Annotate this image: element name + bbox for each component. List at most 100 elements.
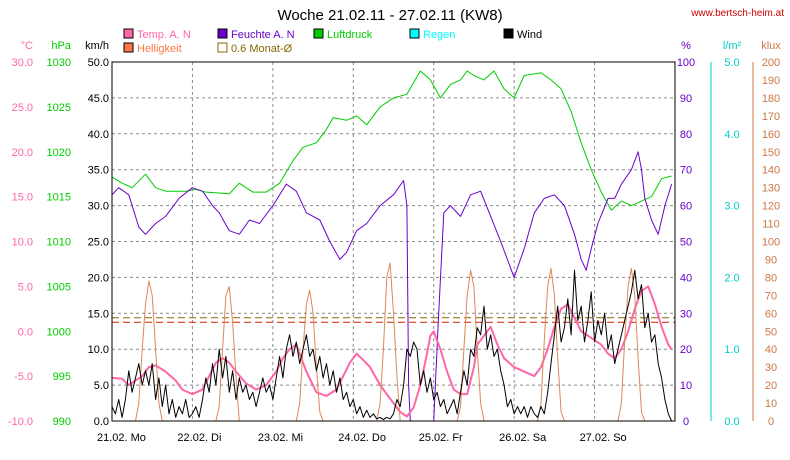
legend-label: 0.6 Monat-Ø [231,43,293,55]
axis-tick-light: 30 [765,362,777,374]
axis-tick-light: 100 [762,237,780,249]
axis-tick-wind: 45.0 [88,93,109,105]
legend-label: Regen [423,29,455,41]
axis-tick-hpa: 1010 [47,237,71,249]
axis-tick-hum: 70 [680,165,692,177]
legend-swatch [313,28,324,39]
axis-tick-rain: 5.0 [724,57,739,69]
series-temperature [111,285,673,418]
axis-tick-hum: 50 [680,237,692,249]
axis-tick-wind: 25.0 [88,237,109,249]
legend-swatch [409,28,420,39]
axis-tick-wind: 35.0 [88,165,109,177]
x-tick-label: 22.02. Di [177,432,221,444]
legend-label: Luftdruck [327,29,373,41]
axis-tick-hpa: 1005 [47,281,71,293]
axis-tick-temp: 10.0 [12,237,33,249]
axis-tick-light: 180 [762,93,780,105]
axis-tick-temp: -5.0 [14,371,33,383]
x-tick-label: 23.02. Mi [258,432,303,444]
axis-unit-hum: % [681,40,691,52]
source-label: www.bertsch-heim.at [690,8,784,19]
chart-title: Woche 21.02.11 - 27.02.11 (KW8) [277,7,502,24]
axis-unit-rain: l/m² [723,40,742,52]
axis-tick-temp: 25.0 [12,102,33,114]
axis-tick-light: 150 [762,147,780,159]
axis-tick-light: 160 [762,129,780,141]
axis-tick-light: 70 [765,290,777,302]
axis-tick-hpa: 990 [53,416,71,428]
axis-tick-hum: 60 [680,201,692,213]
axis-tick-light: 200 [762,57,780,69]
axis-tick-wind: 15.0 [88,308,109,320]
axis-tick-temp: 5.0 [18,281,33,293]
axis-tick-temp: 30.0 [12,57,33,69]
axis-tick-wind: 0.0 [94,416,109,428]
axis-tick-light: 60 [765,308,777,320]
left-axes: °C -10.0 -5.0 0.0 5.0 10.0 15.0 20.0 25.0 30.0 hPa… [8,40,109,428]
axis-tick-hum: 80 [680,129,692,141]
x-axis-labels: 21.02. Mo 22.02. Di 23.02. Mi 24.02. Do 25.0… [97,432,627,444]
axis-tick-hpa: 995 [53,371,71,383]
legend-swatch [123,28,134,39]
axis-tick-light: 90 [765,254,777,266]
right-axes: %0102030405060708090100l/m²0.01.02.03.04… [677,40,781,428]
axis-tick-rain: 2.0 [724,272,739,284]
plot-grid [112,62,675,421]
axis-tick-wind: 5.0 [94,380,109,392]
axis-tick-light: 130 [762,183,780,195]
axis-tick-temp: 20.0 [12,147,33,159]
axis-tick-hum: 90 [680,93,692,105]
x-tick-label: 24.02. Do [338,432,386,444]
axis-tick-hum: 0 [683,416,689,428]
axis-unit-hpa: hPa [51,40,71,52]
axis-tick-hum: 30 [680,308,692,320]
axis-tick-hum: 100 [677,57,695,69]
axis-tick-light: 80 [765,272,777,284]
x-tick-label: 27.02. So [580,432,627,444]
axis-tick-light: 20 [765,380,777,392]
axis-tick-light: 0 [768,416,774,428]
axis-tick-wind: 30.0 [88,201,109,213]
axis-tick-temp: 15.0 [12,192,33,204]
axis-tick-wind: 10.0 [88,344,109,356]
axis-tick-hpa: 1030 [47,57,71,69]
series-wind [111,269,673,422]
axis-tick-temp: -10.0 [8,416,33,428]
legend-label: Helligkeit [137,43,182,55]
axis-tick-light: 190 [762,75,780,87]
legend: Temp. A. N Feuchte A. N Luftdruck Regen Wind… [123,28,542,55]
axis-tick-light: 140 [762,165,780,177]
axis-tick-light: 120 [762,201,780,213]
axis-tick-rain: 0.0 [724,416,739,428]
axis-tick-hum: 20 [680,344,692,356]
legend-swatch [217,42,228,53]
axis-tick-hpa: 1015 [47,192,71,204]
x-tick-label: 21.02. Mo [97,432,146,444]
axis-tick-hum: 10 [680,380,692,392]
legend-swatch [123,42,134,53]
axis-tick-hum: 40 [680,272,692,284]
axis-tick-light: 50 [765,326,777,338]
legend-label: Feuchte A. N [231,29,295,41]
axis-tick-light: 170 [762,111,780,123]
axis-tick-rain: 3.0 [724,201,739,213]
axis-tick-wind: 40.0 [88,129,109,141]
axis-tick-temp: 0.0 [18,326,33,338]
legend-swatch [503,28,514,39]
axis-unit-light: klux [761,40,781,52]
axis-tick-light: 110 [762,219,780,231]
axis-tick-hpa: 1000 [47,326,71,338]
axis-tick-hpa: 1025 [47,102,71,114]
axis-unit-temp: °C [21,40,33,52]
axis-tick-wind: 20.0 [88,272,109,284]
legend-label: Temp. A. N [137,29,191,41]
series-pressure [111,70,672,211]
axis-tick-hpa: 1020 [47,147,71,159]
legend-label: Wind [517,29,542,41]
axis-tick-rain: 1.0 [724,344,739,356]
axis-tick-light: 40 [765,344,777,356]
axis-tick-light: 10 [765,398,777,410]
series-lines [111,70,675,422]
